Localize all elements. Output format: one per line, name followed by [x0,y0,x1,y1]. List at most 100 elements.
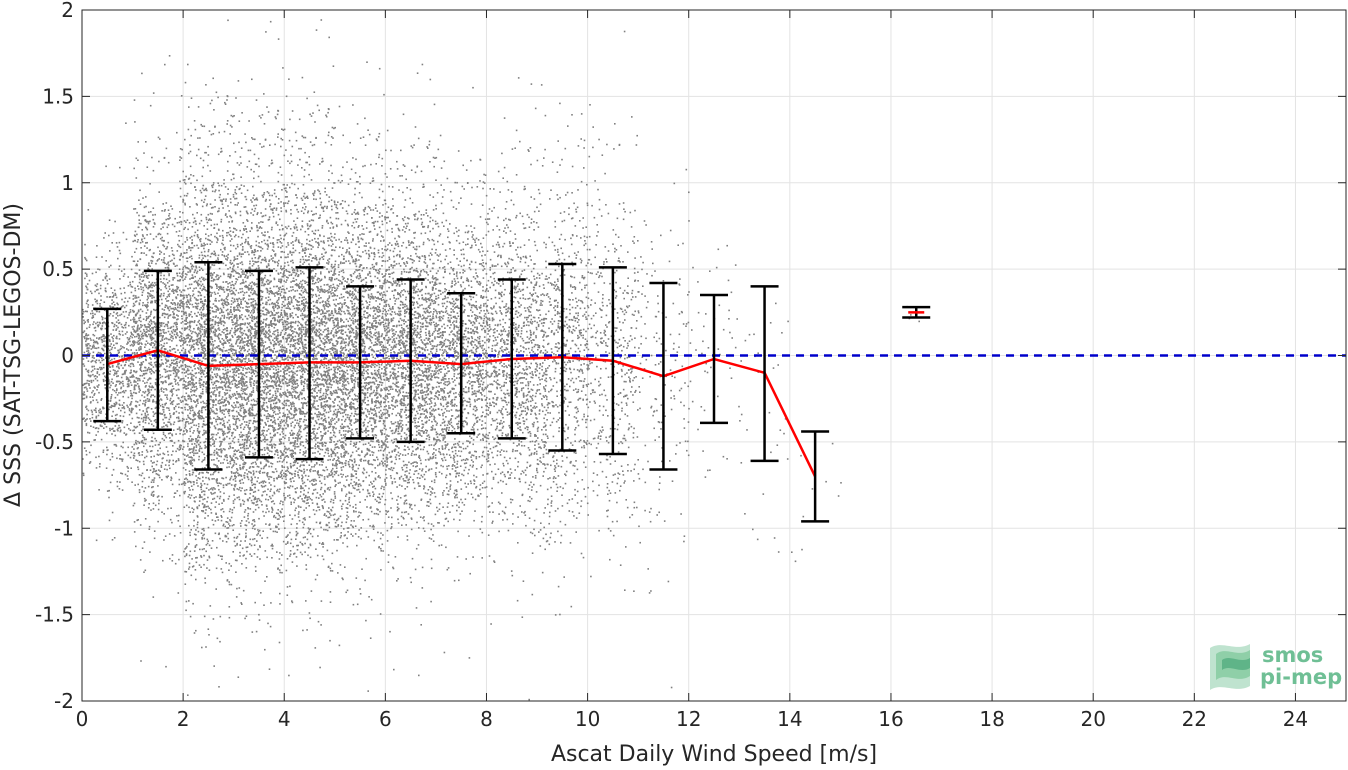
scatter-point [193,483,195,486]
scatter-point [163,257,166,259]
scatter-point [113,289,116,292]
scatter-point [206,567,208,569]
scatter-point [165,389,168,391]
scatter-point [85,453,88,456]
scatter-point [182,279,184,282]
scatter-point [133,531,136,533]
scatter-point [227,282,229,285]
scatter-point [233,428,235,430]
scatter-point [140,222,142,225]
scatter-point [208,218,211,220]
scatter-point [228,495,231,498]
scatter-point [154,412,157,415]
scatter-point [151,465,153,468]
scatter-point [214,316,217,318]
scatter-point [184,385,186,388]
scatter-point [167,321,170,324]
scatter-point [135,272,138,275]
scatter-point [146,381,148,384]
scatter-point [83,391,85,393]
scatter-point [195,578,197,581]
scatter-point [166,337,168,340]
scatter-point [153,316,155,319]
scatter-point [146,220,149,223]
scatter-point [220,382,222,384]
scatter-point [211,459,213,461]
scatter-point [232,231,235,233]
scatter-point [147,406,150,409]
scatter-point [163,513,165,515]
scatter-point [165,218,167,221]
scatter-point [113,430,116,432]
scatter-point [179,399,182,402]
scatter-point [152,508,155,510]
scatter-point [199,342,202,345]
scatter-point [167,290,169,293]
scatter-point [193,446,195,448]
scatter-point [231,262,234,264]
scatter-point [163,239,165,242]
scatter-point [181,419,184,422]
scatter-point [202,277,205,279]
scatter-point [223,398,226,401]
scatter-point [104,352,106,355]
scatter-point [182,199,185,201]
scatter-point [206,500,208,503]
scatter-point [152,502,155,505]
scatter-point [150,323,153,325]
scatter-point [194,413,196,415]
scatter-point [196,482,198,484]
scatter-point [108,355,111,357]
scatter-point [197,299,199,301]
scatter-point [209,377,211,380]
scatter-point [175,231,178,233]
scatter-point [132,318,134,321]
scatter-point [229,426,231,428]
scatter-point [94,378,97,380]
scatter-point [89,396,91,398]
scatter-point [278,474,280,477]
scatter-point [123,391,126,394]
scatter-point [120,472,122,474]
scatter-point [178,406,180,409]
scatter-point [213,387,216,389]
scatter-point [191,448,193,450]
scatter-point [208,634,210,636]
scatter-point [203,330,206,333]
scatter-point [120,387,122,390]
scatter-point [232,115,234,118]
scatter-point [232,345,235,348]
scatter-point [181,276,183,279]
scatter-point [115,384,117,386]
scatter-point [215,501,217,503]
scatter-point [220,334,222,336]
scatter-point [167,454,170,456]
scatter-point [190,247,192,249]
scatter-point [122,380,124,383]
scatter-point [217,454,219,456]
scatter-point [122,327,125,329]
scatter-point [91,396,94,398]
scatter-point [211,338,213,341]
scatter-point [164,286,167,288]
scatter-point [188,369,190,372]
scatter-point [145,242,147,244]
scatter-point [164,464,167,466]
scatter-point [195,534,197,536]
scatter-point [153,371,156,374]
scatter-point [186,337,188,340]
scatter-point [167,450,169,453]
scatter-point [173,302,175,304]
scatter-point [169,305,171,308]
scatter-point [227,462,229,464]
scatter-point [130,285,133,288]
scatter-point [210,336,212,338]
scatter-point [103,301,106,303]
scatter-point [211,327,214,329]
scatter-point [270,465,273,468]
scatter-point [265,459,268,462]
scatter-point [160,464,163,467]
scatter-point [167,317,169,319]
scatter-point [179,331,181,333]
scatter-point [149,363,152,366]
